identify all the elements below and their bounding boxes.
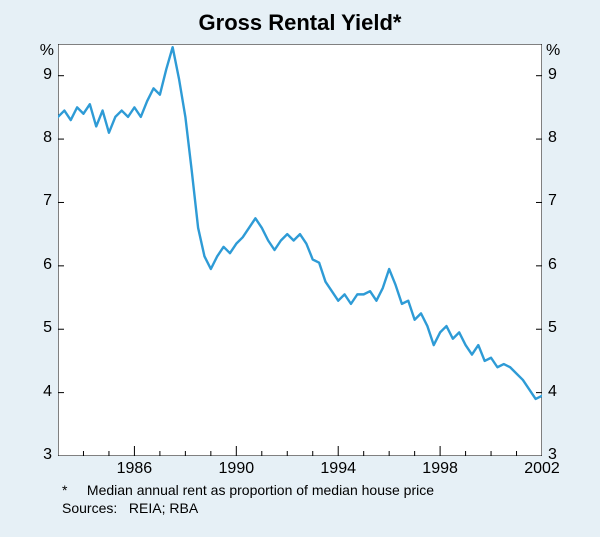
footnote-text: Median annual rent as proportion of medi… bbox=[87, 482, 434, 498]
y-tick-right-9: 9 bbox=[548, 66, 557, 84]
y-tick-left-5: 5 bbox=[43, 319, 52, 337]
chart-svg bbox=[58, 44, 542, 456]
y-tick-left-7: 7 bbox=[43, 192, 52, 210]
y-tick-left-3: 3 bbox=[43, 446, 52, 464]
y-tick-right-7: 7 bbox=[548, 192, 557, 210]
y-axis-unit-left: % bbox=[40, 42, 54, 60]
y-tick-right-8: 8 bbox=[548, 129, 557, 147]
x-tick-1998: 1998 bbox=[422, 460, 458, 478]
chart-title: Gross Rental Yield* bbox=[0, 10, 600, 36]
footnote: * Median annual rent as proportion of me… bbox=[62, 482, 434, 498]
y-tick-right-6: 6 bbox=[548, 256, 557, 274]
y-tick-right-4: 4 bbox=[548, 383, 557, 401]
y-tick-left-4: 4 bbox=[43, 383, 52, 401]
x-tick-1986: 1986 bbox=[117, 460, 153, 478]
sources-text: REIA; RBA bbox=[129, 500, 198, 516]
y-tick-left-6: 6 bbox=[43, 256, 52, 274]
plot-area bbox=[58, 44, 542, 456]
x-tick-2002: 2002 bbox=[524, 460, 560, 478]
y-axis-unit-right: % bbox=[546, 42, 560, 60]
x-tick-1994: 1994 bbox=[320, 460, 356, 478]
y-tick-left-9: 9 bbox=[43, 66, 52, 84]
sources-label: Sources: bbox=[62, 500, 117, 516]
x-tick-1990: 1990 bbox=[219, 460, 255, 478]
y-tick-right-5: 5 bbox=[548, 319, 557, 337]
footnote-marker: * bbox=[62, 482, 67, 498]
y-tick-left-8: 8 bbox=[43, 129, 52, 147]
sources: Sources: REIA; RBA bbox=[62, 500, 198, 516]
chart-page: Gross Rental Yield* % % * Median annual … bbox=[0, 0, 600, 537]
